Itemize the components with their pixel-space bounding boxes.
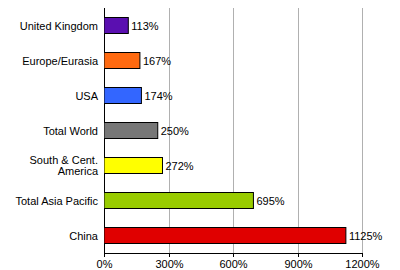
bar [104,123,158,139]
bar [104,228,346,244]
bar [104,193,253,209]
category-label: China [69,230,99,242]
tick-label: 300% [155,258,183,270]
chart: 0% 300% 600% 900% 1200% 113% 167% 174% 250% 272% 6… [0,0,400,270]
x-axis [104,253,362,254]
grid-line [233,8,234,253]
bar [104,18,128,34]
data-label: 1125% [349,230,383,242]
category-label: USA [75,90,98,102]
tick-label: 1200% [345,258,379,270]
data-label: 113% [131,20,159,32]
grid-line [362,8,363,253]
data-label: 167% [143,55,171,67]
category-label: Total World [43,125,98,137]
category-label: Total Asia Pacific [15,195,98,207]
tick-label: 600% [219,258,247,270]
tick-mark [362,253,363,257]
bar [104,158,162,174]
data-label: 250% [161,125,189,137]
grid-line [298,8,299,253]
tick-label: 0% [97,258,113,270]
tick-label: 900% [284,258,312,270]
category-label: South & Cent.America [30,154,99,177]
bar [104,53,140,69]
bar [104,88,141,104]
data-label: 695% [256,195,284,207]
category-label: United Kingdom [20,20,98,32]
category-label: Europe/Eurasia [22,55,99,67]
bars [104,18,346,244]
data-label: 272% [165,160,193,172]
category-label-line: America [58,165,99,177]
data-label: 174% [144,90,172,102]
